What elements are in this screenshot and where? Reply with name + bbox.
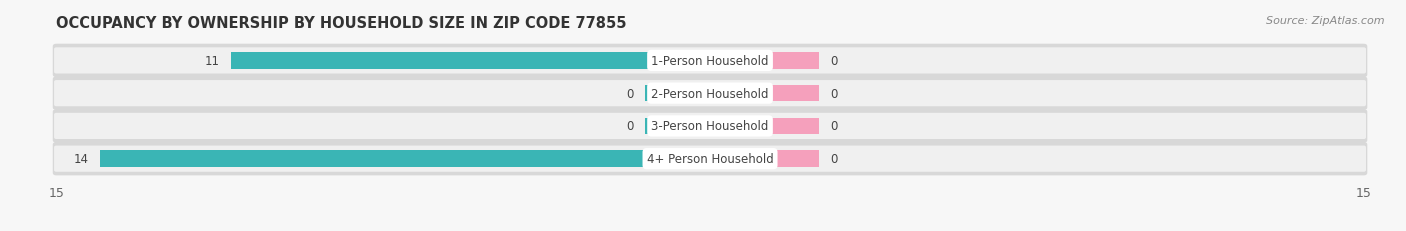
Bar [710,85,818,102]
Bar [100,151,710,167]
Text: 11: 11 [205,55,219,68]
FancyBboxPatch shape [53,146,1367,172]
Bar [710,53,818,70]
Text: 4+ Person Household: 4+ Person Household [647,152,773,165]
FancyBboxPatch shape [53,48,1367,74]
FancyBboxPatch shape [53,142,1367,176]
Text: 0: 0 [627,120,634,133]
Text: Source: ZipAtlas.com: Source: ZipAtlas.com [1267,16,1385,26]
Text: 1-Person Household: 1-Person Household [651,55,769,68]
Bar [644,85,710,102]
Text: 0: 0 [830,55,837,68]
Text: 0: 0 [830,87,837,100]
Bar [710,118,818,135]
FancyBboxPatch shape [53,45,1367,78]
Text: 2-Person Household: 2-Person Household [651,87,769,100]
Text: 0: 0 [830,152,837,165]
FancyBboxPatch shape [53,110,1367,143]
Text: 0: 0 [830,120,837,133]
Bar [710,151,818,167]
FancyBboxPatch shape [53,77,1367,110]
Bar [231,53,710,70]
FancyBboxPatch shape [53,113,1367,140]
Text: 3-Person Household: 3-Person Household [651,120,769,133]
Text: 0: 0 [627,87,634,100]
Text: 14: 14 [75,152,89,165]
Bar [644,118,710,135]
FancyBboxPatch shape [53,81,1367,107]
Text: OCCUPANCY BY OWNERSHIP BY HOUSEHOLD SIZE IN ZIP CODE 77855: OCCUPANCY BY OWNERSHIP BY HOUSEHOLD SIZE… [56,16,627,31]
